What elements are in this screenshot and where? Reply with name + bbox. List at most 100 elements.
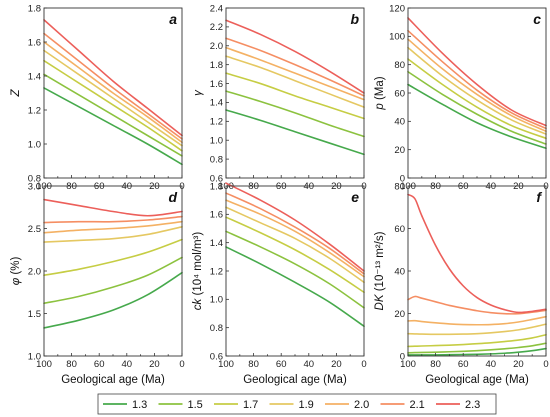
x-tick-label: 60 — [276, 359, 287, 370]
x-tick-label: 40 — [304, 359, 315, 370]
panel-f: 100 80 60 40 20 0 0 20 40 60 80 DK (10⁻¹³ m²/s) Geol… — [374, 181, 549, 386]
x-tick-label: 60 — [458, 181, 469, 192]
panel-b: 100 80 60 40 20 00.60.81.01.21.41.61.82.02.22… — [192, 3, 367, 192]
y-tick-label: 0.8 — [210, 323, 223, 334]
y-axis-title: ck (10⁴ mol/m³) — [192, 232, 204, 311]
y-tick-label: 2.0 — [210, 41, 223, 52]
series-line-2-1 — [407, 29, 547, 130]
y-axis-unit: (10⁴ mol/m³) — [192, 232, 204, 299]
x-axis-title: Geological age (Ma) — [61, 374, 165, 386]
series-line-1-5 — [225, 230, 365, 309]
x-tick-label: 20 — [513, 181, 524, 192]
x-tick-label: 20 — [149, 359, 160, 370]
y-axis-title: φ (%) — [10, 257, 22, 286]
panel-d: 100 80 60 40 20 0 1.0 1.5 2.0 2.5 3.0 φ (%) Geologic… — [10, 181, 185, 386]
y-tick-label: 60 — [394, 224, 405, 235]
y-tick-label: 1.8 — [210, 181, 223, 192]
legend: 1.3 1.5 1.7 1.9 2.0 2.1 2.3 — [97, 393, 497, 415]
x-tick-label: 60 — [94, 181, 105, 192]
y-axis-symbol: γ — [192, 89, 204, 96]
x-axis-title: Geological age (Ma) — [425, 374, 529, 386]
x-tick-label: 100 — [36, 359, 52, 370]
y-tick-label: 100 — [389, 32, 405, 43]
panel-letter: f — [536, 189, 542, 205]
series-line-2-3 — [43, 198, 183, 217]
x-tick-label: 20 — [331, 181, 342, 192]
series-line-2-0 — [43, 220, 183, 234]
series-line-1-9 — [407, 323, 547, 336]
y-tick-label: 1.2 — [210, 266, 223, 277]
x-tick-label: 100 — [400, 359, 416, 370]
plot-frame — [407, 185, 547, 357]
series-line-2-3 — [225, 19, 365, 94]
y-axis-unit: (10⁻¹³ m²/s) — [374, 231, 386, 294]
x-tick-label: 80 — [430, 359, 441, 370]
series-line-2-0 — [43, 41, 183, 144]
x-tick-label: 60 — [94, 359, 105, 370]
plot-frame — [407, 7, 547, 179]
y-tick-label: 1.0 — [210, 136, 223, 147]
y-tick-label: 1.4 — [28, 71, 41, 82]
panel-letter: c — [533, 11, 541, 27]
series-line-1-9 — [43, 226, 183, 243]
x-tick-label: 40 — [304, 181, 315, 192]
legend-label: 2.3 — [465, 399, 480, 411]
y-tick-label: 80 — [394, 60, 405, 71]
y-tick-label: 0.6 — [210, 351, 223, 362]
x-tick-label: 0 — [361, 359, 366, 370]
x-tick-label: 0 — [543, 359, 548, 370]
y-tick-label: 1.2 — [28, 105, 41, 116]
legend-box — [97, 393, 497, 415]
y-tick-label: 3.0 — [28, 181, 41, 192]
y-tick-label: 1.0 — [28, 351, 41, 362]
y-tick-label: 1.0 — [28, 139, 41, 150]
legend-label: 2.1 — [410, 399, 425, 411]
y-tick-label: 60 — [394, 88, 405, 99]
y-tick-label: 0 — [400, 173, 405, 184]
x-tick-label: 60 — [458, 359, 469, 370]
y-tick-label: 40 — [394, 266, 405, 277]
series-line-2-1 — [225, 37, 365, 97]
legend-label: 1.5 — [188, 399, 203, 411]
series-line-2-3 — [225, 182, 365, 272]
y-tick-label: 2.5 — [28, 224, 41, 235]
series-line-1-7 — [225, 72, 365, 120]
x-tick-label: 80 — [248, 181, 259, 192]
y-tick-label: 2.0 — [28, 266, 41, 277]
y-tick-label: 0.6 — [210, 173, 223, 184]
series-line-1-3 — [407, 83, 547, 150]
y-axis-title: Z — [10, 89, 22, 98]
series-line-1-7 — [43, 59, 183, 152]
y-tick-label: 2.2 — [210, 22, 223, 33]
x-tick-label: 80 — [66, 359, 77, 370]
series-line-1-3 — [225, 109, 365, 156]
x-tick-label: 40 — [122, 181, 133, 192]
series-line-1-5 — [407, 342, 547, 354]
y-tick-label: 80 — [394, 181, 405, 192]
series-line-1-9 — [225, 55, 365, 108]
y-tick-label: 2.4 — [210, 3, 223, 14]
series-line-1-7 — [225, 216, 365, 294]
x-tick-label: 40 — [486, 181, 497, 192]
x-tick-label: 80 — [248, 359, 259, 370]
series-line-2-0 — [407, 38, 547, 133]
y-axis-symbol: p — [374, 103, 386, 111]
series-line-1-5 — [43, 73, 183, 157]
y-tick-label: 20 — [394, 309, 405, 320]
legend-label: 1.7 — [243, 399, 258, 411]
series-line-1-3 — [43, 87, 183, 166]
y-axis-symbol: DK — [374, 293, 386, 310]
y-axis-unit: (%) — [10, 257, 22, 278]
y-tick-label: 120 — [389, 3, 405, 14]
series-line-2-3 — [407, 17, 547, 127]
y-tick-label: 1.6 — [28, 37, 41, 48]
series-line-1-3 — [225, 246, 365, 328]
y-tick-label: 20 — [394, 145, 405, 156]
x-tick-label: 20 — [513, 359, 524, 370]
y-tick-label: 1.5 — [28, 309, 41, 320]
series-line-1-3 — [407, 347, 547, 356]
series-line-2-3 — [43, 19, 183, 137]
series-line-1-7 — [43, 238, 183, 277]
